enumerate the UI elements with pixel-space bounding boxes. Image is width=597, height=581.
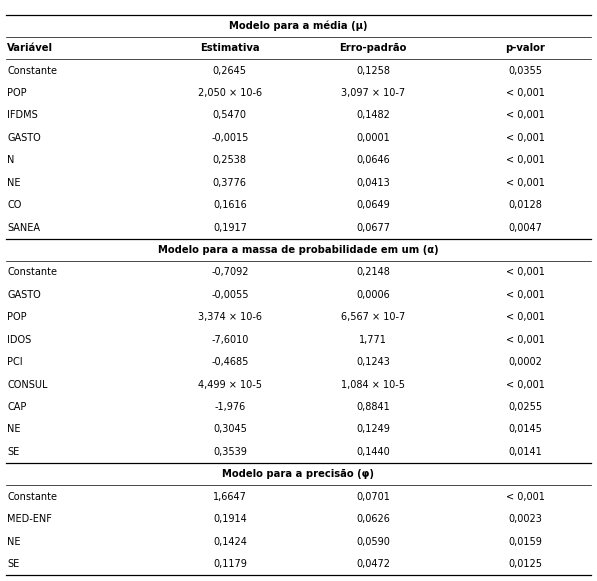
Text: Modelo para a média (μ): Modelo para a média (μ): [229, 20, 368, 31]
Text: 0,0472: 0,0472: [356, 559, 390, 569]
Text: 0,0001: 0,0001: [356, 133, 390, 143]
Text: 0,3045: 0,3045: [213, 424, 247, 435]
Text: POP: POP: [7, 312, 27, 322]
Text: Variável: Variável: [7, 43, 53, 53]
Text: 0,2645: 0,2645: [213, 66, 247, 76]
Text: < 0,001: < 0,001: [506, 110, 545, 120]
Text: < 0,001: < 0,001: [506, 178, 545, 188]
Text: 0,0159: 0,0159: [509, 536, 542, 547]
Text: -0,0015: -0,0015: [211, 133, 248, 143]
Text: 0,0023: 0,0023: [509, 514, 542, 524]
Text: Constante: Constante: [7, 267, 57, 278]
Text: 1,084 × 10-5: 1,084 × 10-5: [341, 379, 405, 390]
Text: < 0,001: < 0,001: [506, 335, 545, 345]
Text: 3,097 × 10-7: 3,097 × 10-7: [341, 88, 405, 98]
Text: 0,5470: 0,5470: [213, 110, 247, 120]
Text: 0,3539: 0,3539: [213, 447, 247, 457]
Text: < 0,001: < 0,001: [506, 155, 545, 166]
Text: IDOS: IDOS: [7, 335, 32, 345]
Text: -0,0055: -0,0055: [211, 290, 248, 300]
Text: 0,0590: 0,0590: [356, 536, 390, 547]
Text: SE: SE: [7, 559, 20, 569]
Text: 0,0141: 0,0141: [509, 447, 542, 457]
Text: GASTO: GASTO: [7, 133, 41, 143]
Text: 3,374 × 10-6: 3,374 × 10-6: [198, 312, 262, 322]
Text: < 0,001: < 0,001: [506, 379, 545, 390]
Text: CONSUL: CONSUL: [7, 379, 48, 390]
Text: 1,771: 1,771: [359, 335, 387, 345]
Text: CO: CO: [7, 200, 21, 210]
Text: 0,2148: 0,2148: [356, 267, 390, 278]
Text: MED-ENF: MED-ENF: [7, 514, 52, 524]
Text: PCI: PCI: [7, 357, 23, 367]
Text: SANEA: SANEA: [7, 223, 40, 232]
Text: 4,499 × 10-5: 4,499 × 10-5: [198, 379, 262, 390]
Text: 0,0413: 0,0413: [356, 178, 390, 188]
Text: Constante: Constante: [7, 492, 57, 502]
Text: 0,2538: 0,2538: [213, 155, 247, 166]
Text: POP: POP: [7, 88, 27, 98]
Text: CAP: CAP: [7, 402, 26, 412]
Text: Constante: Constante: [7, 66, 57, 76]
Text: < 0,001: < 0,001: [506, 312, 545, 322]
Text: 1,6647: 1,6647: [213, 492, 247, 502]
Text: -1,976: -1,976: [214, 402, 245, 412]
Text: 0,0649: 0,0649: [356, 200, 390, 210]
Text: NE: NE: [7, 536, 21, 547]
Text: 0,0701: 0,0701: [356, 492, 390, 502]
Text: -0,7092: -0,7092: [211, 267, 248, 278]
Text: < 0,001: < 0,001: [506, 267, 545, 278]
Text: 0,1243: 0,1243: [356, 357, 390, 367]
Text: 0,1440: 0,1440: [356, 447, 390, 457]
Text: NE: NE: [7, 424, 21, 435]
Text: -0,4685: -0,4685: [211, 357, 248, 367]
Text: SE: SE: [7, 447, 20, 457]
Text: < 0,001: < 0,001: [506, 492, 545, 502]
Text: Estimativa: Estimativa: [200, 43, 260, 53]
Text: 0,1917: 0,1917: [213, 223, 247, 232]
Text: 0,0646: 0,0646: [356, 155, 390, 166]
Text: 0,0006: 0,0006: [356, 290, 390, 300]
Text: 0,0626: 0,0626: [356, 514, 390, 524]
Text: 0,0677: 0,0677: [356, 223, 390, 232]
Text: 0,3776: 0,3776: [213, 178, 247, 188]
Text: 0,1424: 0,1424: [213, 536, 247, 547]
Text: 0,8841: 0,8841: [356, 402, 390, 412]
Text: 0,0255: 0,0255: [508, 402, 543, 412]
Text: Modelo para a massa de probabilidade em um (α): Modelo para a massa de probabilidade em …: [158, 245, 439, 255]
Text: p-valor: p-valor: [506, 43, 545, 53]
Text: 0,0125: 0,0125: [509, 559, 542, 569]
Text: Modelo para a precisão (φ): Modelo para a precisão (φ): [223, 469, 374, 479]
Text: 0,0145: 0,0145: [509, 424, 542, 435]
Text: 2,050 × 10-6: 2,050 × 10-6: [198, 88, 262, 98]
Text: 0,1179: 0,1179: [213, 559, 247, 569]
Text: < 0,001: < 0,001: [506, 88, 545, 98]
Text: < 0,001: < 0,001: [506, 133, 545, 143]
Text: 0,1249: 0,1249: [356, 424, 390, 435]
Text: 0,1914: 0,1914: [213, 514, 247, 524]
Text: N: N: [7, 155, 14, 166]
Text: NE: NE: [7, 178, 21, 188]
Text: 0,0002: 0,0002: [509, 357, 542, 367]
Text: 0,1258: 0,1258: [356, 66, 390, 76]
Text: 6,567 × 10-7: 6,567 × 10-7: [341, 312, 405, 322]
Text: 0,0047: 0,0047: [509, 223, 542, 232]
Text: Erro-padrão: Erro-padrão: [340, 43, 407, 53]
Text: 0,1482: 0,1482: [356, 110, 390, 120]
Text: 0,0355: 0,0355: [509, 66, 542, 76]
Text: < 0,001: < 0,001: [506, 290, 545, 300]
Text: IFDMS: IFDMS: [7, 110, 38, 120]
Text: GASTO: GASTO: [7, 290, 41, 300]
Text: 0,0128: 0,0128: [509, 200, 542, 210]
Text: -7,6010: -7,6010: [211, 335, 248, 345]
Text: 0,1616: 0,1616: [213, 200, 247, 210]
